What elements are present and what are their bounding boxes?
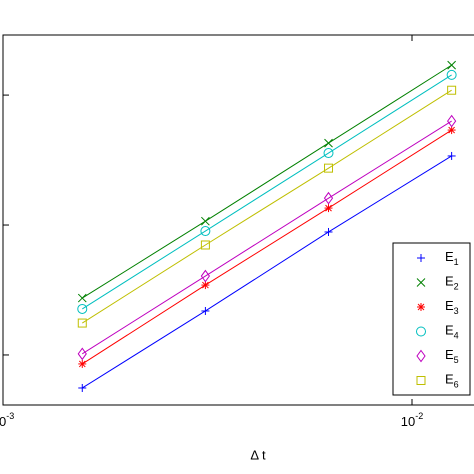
marker [201, 216, 210, 226]
marker [447, 60, 456, 70]
marker [323, 148, 334, 159]
series-line [82, 120, 452, 355]
legend-marker [417, 254, 425, 262]
marker [78, 359, 87, 368]
marker [77, 303, 88, 314]
legend-box [392, 242, 471, 396]
legend-label: E2 [445, 274, 459, 292]
series-line [82, 129, 452, 365]
legend-label: E5 [445, 347, 459, 365]
series-line [82, 89, 452, 324]
series-line [82, 155, 452, 389]
marker-part [416, 349, 426, 363]
marker-part [77, 303, 88, 314]
legend-label: E6 [445, 372, 459, 390]
marker-part [324, 138, 333, 148]
x-tick-label: 10-3 [0, 411, 14, 429]
marker [77, 293, 87, 303]
marker-part [416, 376, 426, 385]
marker [200, 226, 211, 237]
marker-part [200, 240, 210, 250]
marker-part [447, 60, 456, 70]
marker [201, 306, 210, 315]
marker [446, 69, 457, 80]
marker [200, 240, 210, 250]
marker-part [77, 318, 87, 328]
marker [324, 163, 334, 173]
marker-part [417, 303, 425, 311]
legend-marker [416, 278, 426, 287]
marker [447, 114, 457, 128]
marker [447, 85, 457, 95]
marker-part [447, 114, 457, 128]
marker [201, 281, 210, 290]
x-tick-label: 10-2 [401, 411, 423, 429]
marker [324, 204, 333, 213]
legend-marker [416, 349, 426, 363]
marker [77, 347, 87, 361]
marker [77, 318, 87, 328]
marker-part [323, 148, 334, 159]
legend-marker [416, 326, 426, 337]
marker-part [77, 293, 87, 303]
marker-part [325, 204, 332, 212]
series-line [82, 64, 452, 299]
marker-part [200, 226, 211, 237]
marker-part [416, 278, 426, 287]
marker [78, 383, 87, 392]
legend-label: E3 [445, 298, 459, 316]
marker [200, 269, 211, 283]
marker-part [77, 347, 87, 361]
marker [447, 151, 456, 160]
marker-part [447, 85, 457, 95]
marker-part [324, 163, 334, 173]
marker-part [323, 191, 334, 205]
x-axis-label: Δ t [250, 447, 266, 462]
marker-part [448, 126, 455, 134]
marker-part [202, 281, 209, 289]
marker [324, 227, 333, 236]
series-line [82, 74, 452, 310]
marker-part [78, 360, 86, 368]
legend-marker [416, 376, 426, 385]
marker [323, 191, 334, 205]
legend-label: E1 [445, 249, 459, 267]
marker-part [201, 216, 210, 226]
legend-marker [417, 303, 425, 311]
marker-part [200, 269, 211, 283]
marker [324, 138, 333, 148]
marker-part [416, 326, 426, 337]
legend-label: E4 [445, 323, 459, 341]
marker-part [446, 69, 457, 80]
